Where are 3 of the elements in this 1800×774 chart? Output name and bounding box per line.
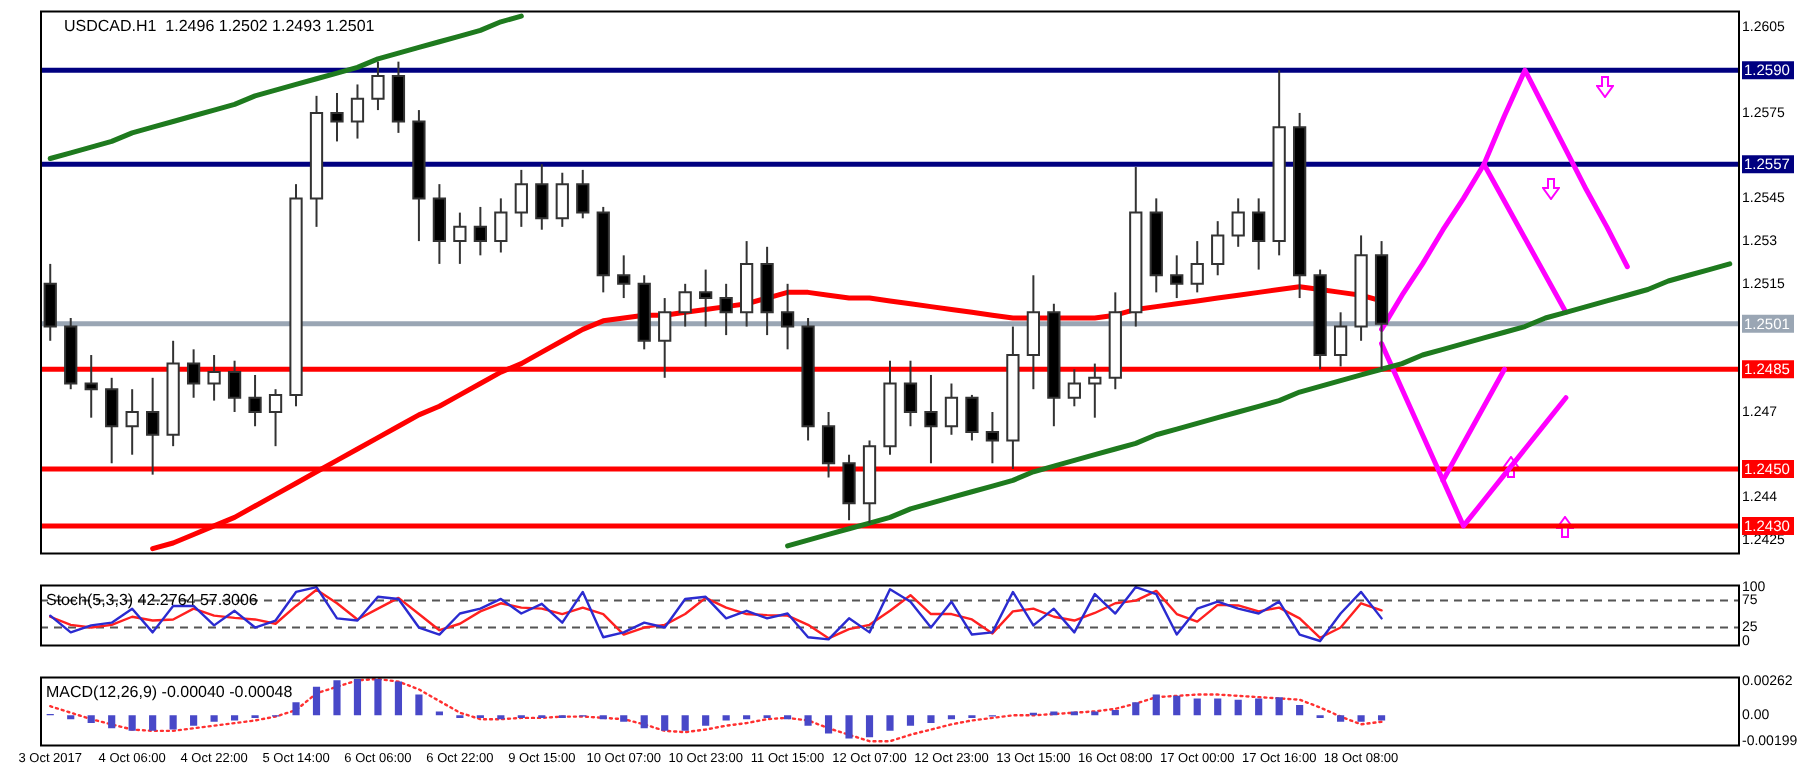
chart-title: USDCAD.H1 1.2496 1.2502 1.2493 1.2501	[64, 16, 376, 35]
chart-title: Stoch(5,3,3) 42.2764 57.3006	[46, 590, 259, 609]
chart-title: MACD(12,26,9) -0.00040 -0.00048	[46, 682, 294, 701]
